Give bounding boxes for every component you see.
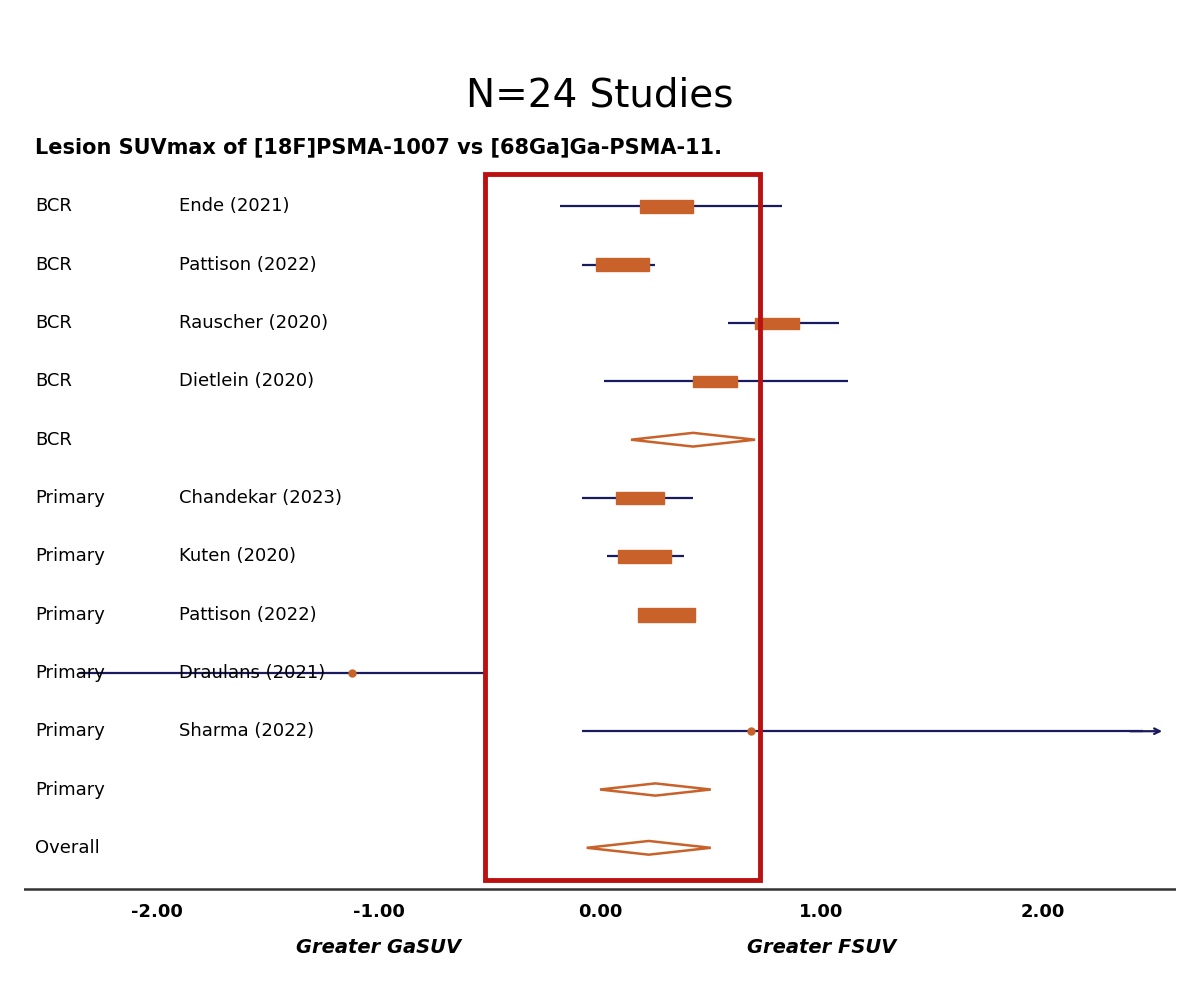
Text: Draulans (2021): Draulans (2021) [179,664,325,682]
Text: Primary: Primary [35,722,104,740]
Text: 1.00: 1.00 [799,903,844,921]
Text: Lesion SUVmax of [18F]PSMA-1007 vs [68Ga]Ga-PSMA-11.: Lesion SUVmax of [18F]PSMA-1007 vs [68Ga… [35,136,722,157]
Text: -1.00: -1.00 [353,903,404,921]
Text: Primary: Primary [35,548,104,566]
Text: Kuten (2020): Kuten (2020) [179,548,296,566]
Text: Pattison (2022): Pattison (2022) [179,256,317,274]
Text: BCR: BCR [35,314,72,332]
Bar [618,550,671,563]
Bar [694,375,737,386]
Text: Overall: Overall [35,839,100,857]
Text: Ende (2021): Ende (2021) [179,197,289,215]
Text: -2.00: -2.00 [131,903,182,921]
Text: Primary: Primary [35,664,104,682]
Text: BCR: BCR [35,373,72,390]
Text: BCR: BCR [35,430,72,448]
Bar [640,200,694,213]
Text: BCR: BCR [35,197,72,215]
Text: Sharma (2022): Sharma (2022) [179,722,314,740]
Text: Rauscher (2020): Rauscher (2020) [179,314,329,332]
Bar [755,318,799,329]
Text: Primary: Primary [35,489,104,507]
Text: Chandekar (2023): Chandekar (2023) [179,489,342,507]
Text: Primary: Primary [35,606,104,623]
Text: 2.00: 2.00 [1021,903,1066,921]
Text: Greater GaSUV: Greater GaSUV [296,938,461,957]
Text: Greater FSUV: Greater FSUV [746,938,896,957]
Bar [616,492,665,504]
Text: Dietlein (2020): Dietlein (2020) [179,373,314,390]
Bar [595,258,649,272]
Text: 0.00: 0.00 [578,903,622,921]
Text: Primary: Primary [35,781,104,799]
Text: BCR: BCR [35,256,72,274]
Bar [637,608,695,622]
Text: N=24 Studies: N=24 Studies [467,77,733,115]
Text: Pattison (2022): Pattison (2022) [179,606,317,623]
Bar [485,174,760,879]
